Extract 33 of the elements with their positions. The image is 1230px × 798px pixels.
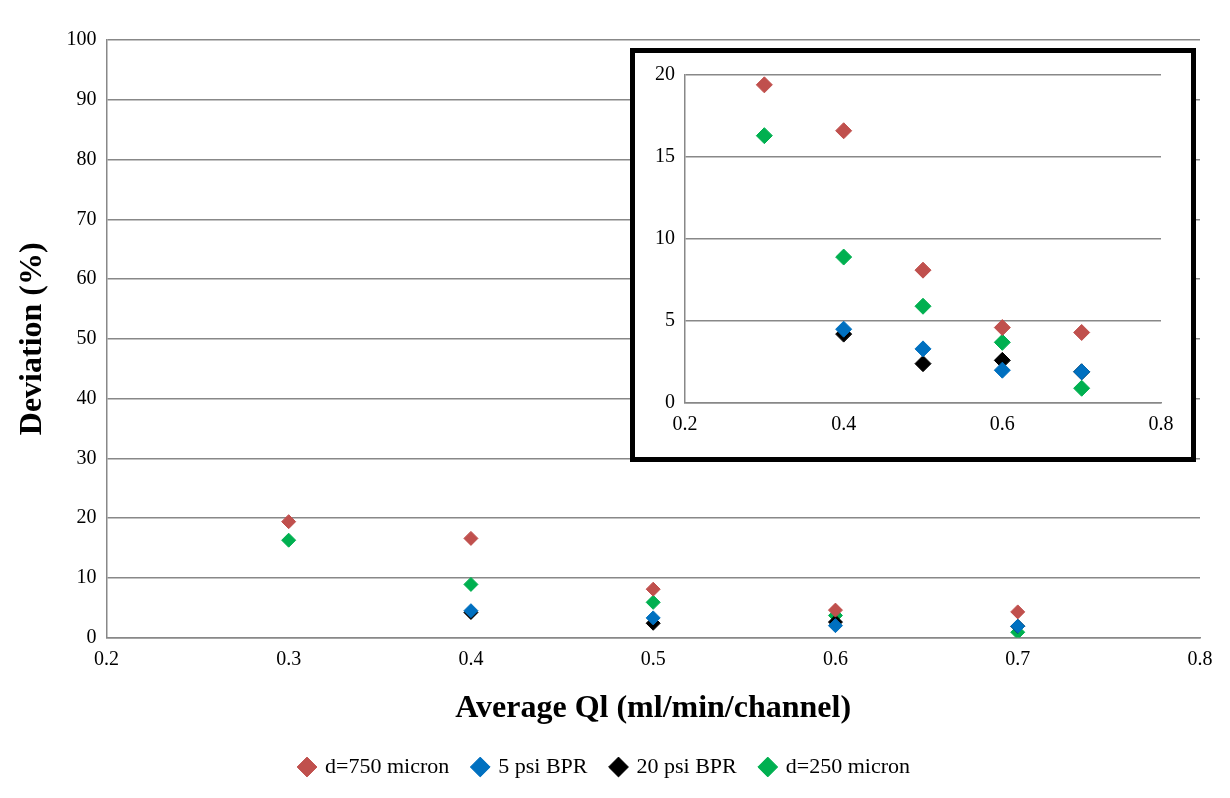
x-tick-label: 0.2 bbox=[93, 646, 119, 669]
y-tick-label: 10 bbox=[655, 226, 675, 249]
x-tick-label: 0.5 bbox=[640, 646, 666, 669]
y-tick-label: 10 bbox=[76, 565, 97, 588]
y-tick-label: 15 bbox=[655, 144, 675, 167]
y-tick-label: 20 bbox=[76, 505, 97, 528]
y-tick-label: 5 bbox=[665, 308, 675, 331]
y-tick-label: 0 bbox=[86, 624, 97, 647]
x-tick-label: 0.4 bbox=[458, 646, 484, 669]
y-tick-label: 40 bbox=[76, 385, 97, 408]
y-tick-label: 60 bbox=[76, 266, 97, 289]
y-tick-label: 100 bbox=[66, 27, 97, 50]
legend-label: d=750 micron bbox=[325, 752, 450, 778]
y-tick-label: 90 bbox=[76, 87, 97, 110]
x-tick-label: 0.6 bbox=[822, 646, 848, 669]
legend-label: 5 psi BPR bbox=[498, 752, 588, 778]
x-tick-label: 0.3 bbox=[276, 646, 302, 669]
y-tick-label: 80 bbox=[76, 146, 97, 169]
x-tick-label: 0.7 bbox=[1005, 646, 1031, 669]
x-tick-label: 0.2 bbox=[672, 412, 698, 435]
legend-label: d=250 micron bbox=[785, 752, 910, 778]
x-tick-label: 0.6 bbox=[989, 412, 1015, 435]
x-tick-label: 0.8 bbox=[1148, 412, 1174, 435]
x-axis-title: Average Ql (ml/min/channel) bbox=[455, 688, 852, 725]
y-tick-label: 0 bbox=[665, 390, 675, 413]
y-tick-label: 30 bbox=[76, 445, 97, 468]
y-axis-title: Deviation (%) bbox=[12, 242, 49, 436]
y-tick-label: 70 bbox=[76, 206, 97, 229]
x-tick-label: 0.4 bbox=[831, 412, 857, 435]
y-tick-label: 20 bbox=[655, 62, 675, 85]
legend-label: 20 psi BPR bbox=[636, 752, 738, 778]
x-tick-label: 0.8 bbox=[1187, 646, 1213, 669]
y-tick-label: 50 bbox=[76, 326, 97, 349]
